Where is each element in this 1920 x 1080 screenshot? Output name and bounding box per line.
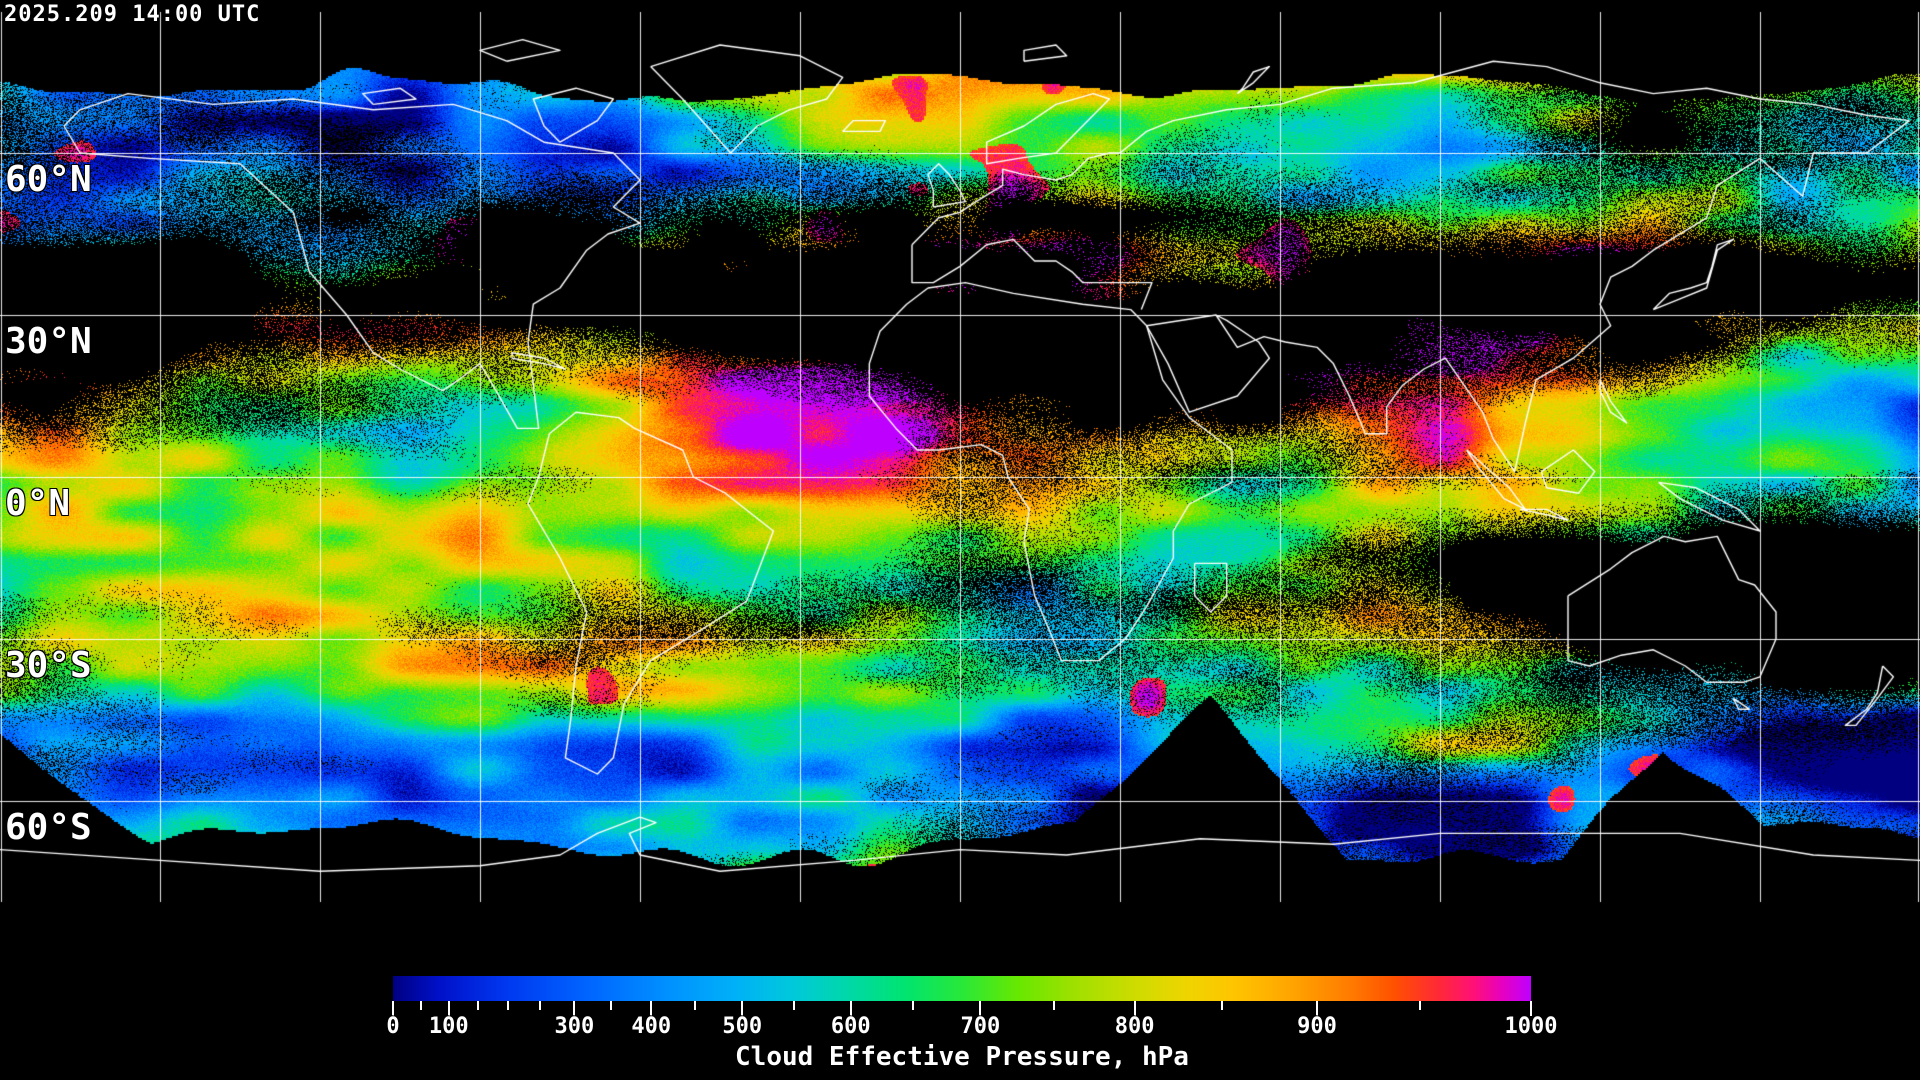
colorbar-tick-label: 500	[722, 1014, 763, 1039]
colorbar-tick	[573, 1001, 576, 1016]
timestamp: 2025.209 14:00 UTC	[4, 2, 261, 27]
colorbar-tick	[1053, 1001, 1056, 1010]
colorbar-tick	[392, 1001, 394, 1016]
colorbar-tick	[610, 1001, 613, 1010]
latitude-label: 60°N	[5, 159, 92, 200]
latitude-label: 30°N	[5, 321, 92, 362]
colorbar-tick-label: 400	[631, 1014, 672, 1039]
colorbar-tick-label: 1000	[1504, 1014, 1558, 1039]
colorbar-tick-label: 700	[960, 1014, 1001, 1039]
colorbar	[393, 976, 1531, 1001]
colorbar-tick	[793, 1001, 796, 1010]
colorbar-tick	[1530, 1001, 1532, 1016]
colorbar-tick	[1133, 1001, 1136, 1016]
colorbar-tick	[911, 1001, 914, 1010]
colorbar-tick-label: 900	[1297, 1014, 1337, 1039]
colorbar-tick	[447, 1001, 450, 1016]
colorbar-tick	[1315, 1001, 1318, 1016]
colorbar-tick-label: 100	[428, 1014, 469, 1039]
colorbar-tick-label: 800	[1114, 1014, 1155, 1039]
colorbar-tick-label: 0	[386, 1014, 400, 1039]
colorbar-tick	[1418, 1001, 1421, 1010]
colorbar-tick	[979, 1001, 982, 1016]
colorbar-tick-label: 600	[830, 1014, 871, 1039]
colorbar-tick	[650, 1001, 653, 1016]
colorbar-tick	[419, 1001, 422, 1010]
colorbar-tick	[476, 1001, 479, 1010]
colorbar-tick	[741, 1001, 744, 1016]
latitude-label: 30°S	[5, 645, 92, 686]
colorbar-tick	[507, 1001, 510, 1010]
latitude-label: 0°N	[5, 483, 71, 524]
colorbar-tick	[1221, 1001, 1224, 1010]
colorbar-tick	[539, 1001, 542, 1010]
latitude-label: 60°S	[5, 807, 92, 848]
colorbar-tick-label: 300	[554, 1014, 595, 1039]
colorbar-tick	[849, 1001, 852, 1016]
colorbar-title: Cloud Effective Pressure, hPa	[735, 1042, 1189, 1072]
colorbar-tick	[693, 1001, 696, 1010]
